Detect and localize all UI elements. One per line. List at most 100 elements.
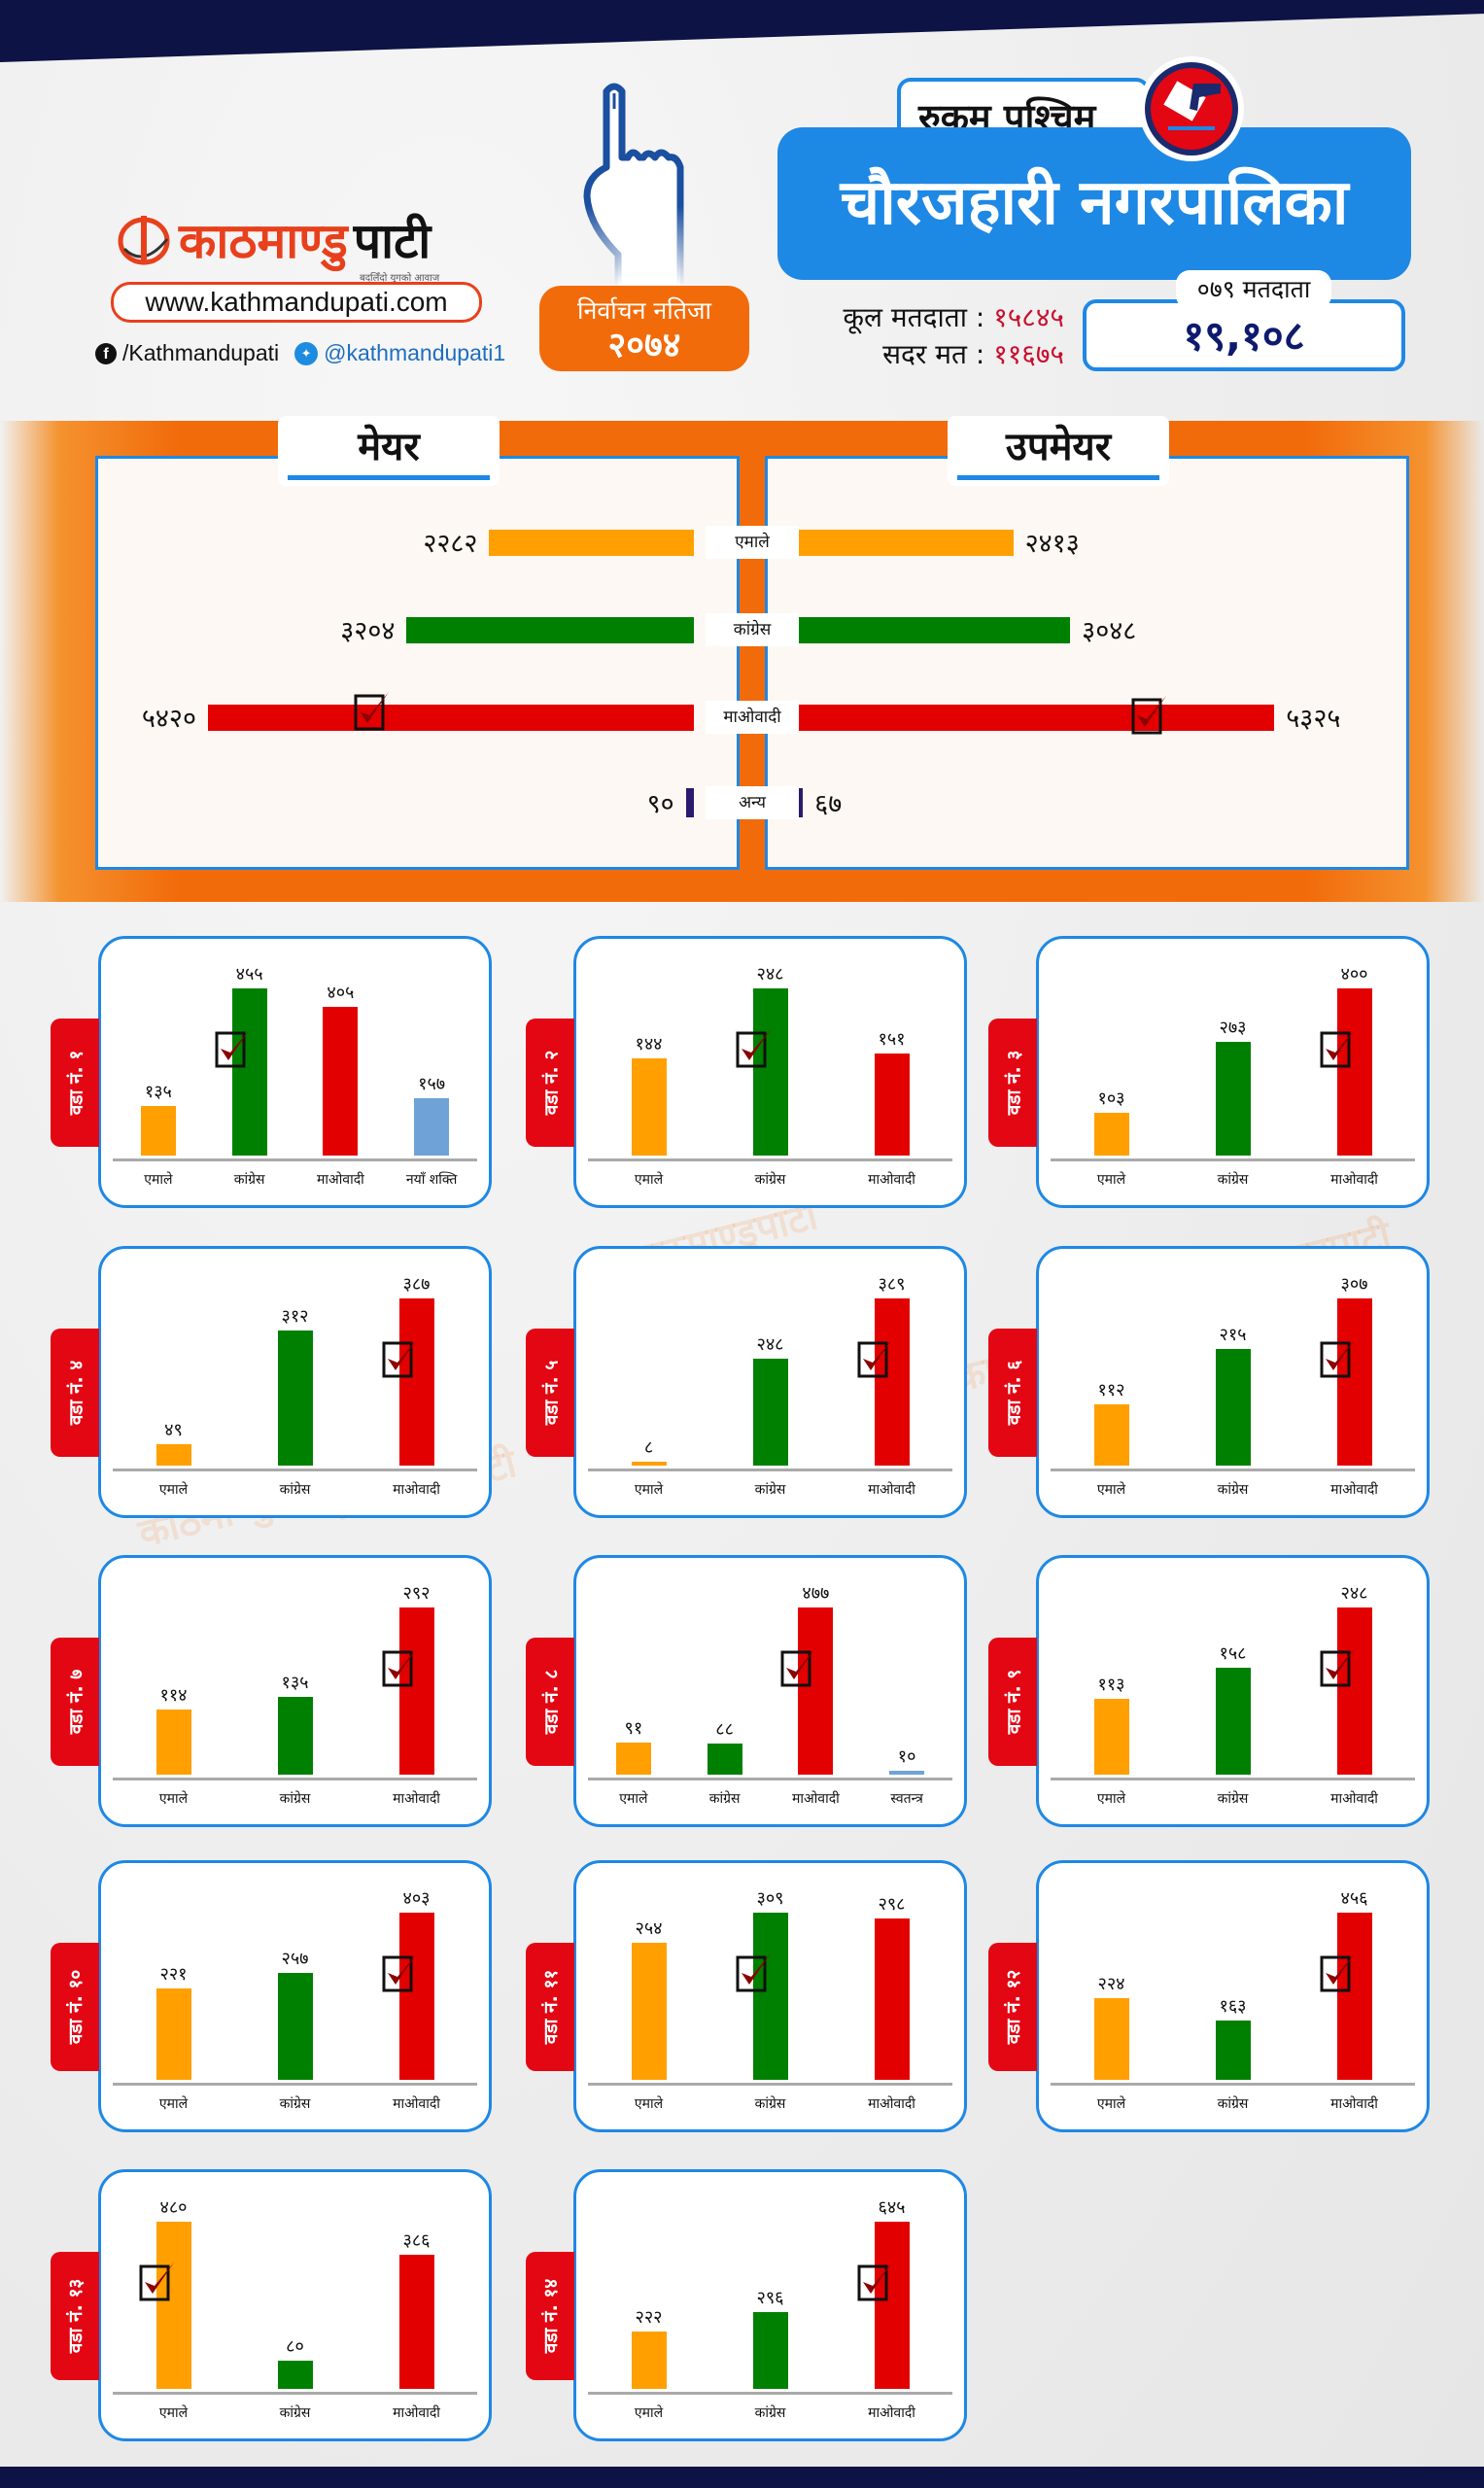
mayor-value-label: ९० [646, 789, 674, 819]
ward-party-label: एमाले [634, 1172, 664, 1188]
winner-check-icon [382, 1337, 421, 1378]
winner-check-icon [1320, 1952, 1359, 1992]
ward-bar [874, 1918, 910, 2080]
total-voters-label: कूल मतदाता : [843, 301, 985, 333]
ward-card: वडा नं. १४ २२२ एमाले २९६ कांग्रेस ६४५ माओवादी [526, 2169, 967, 2441]
ward-value-label: २१५ [1219, 1324, 1247, 1345]
ward-value-label: ४५६ [1340, 1888, 1368, 1909]
ward-party-label: एमाले [619, 1791, 648, 1807]
x-axis-line [113, 2392, 477, 2395]
ward-party-label: कांग्रेस [754, 1482, 786, 1498]
mayor-value-label: २२८२ [423, 529, 478, 559]
ward-value-label: १६३ [1219, 1995, 1247, 2017]
facebook-icon: f [95, 342, 117, 364]
winner-check-icon [1320, 1337, 1359, 1378]
logo-tagline: बदलिँदो युगको आवाज [360, 273, 440, 284]
ward-party-label: कांग्रेस [1217, 1172, 1249, 1188]
party-label: कांग्रेस [706, 613, 799, 646]
x-axis-line [1051, 1778, 1415, 1780]
total-voters-value: १५८४५ [993, 301, 1064, 333]
twitter-link[interactable]: @kathmandupati1 [324, 340, 506, 365]
ward-value-label: १५८ [1219, 1643, 1247, 1665]
ward-card: वडा नं. ९ ११३ एमाले १५८ कांग्रेस २४८ माओवादी [988, 1555, 1430, 1827]
x-axis-line [588, 1158, 952, 1161]
ward-party-label: कांग्रेस [233, 1172, 265, 1188]
party-label: एमाले [706, 526, 799, 559]
valid-votes-label: सदर मत : [882, 338, 985, 370]
ward-label: वडा नं. १४ [540, 2278, 562, 2354]
ward-party-label: एमाले [1096, 2096, 1126, 2112]
ward-party-label: नयाँ शक्ति [405, 1172, 458, 1188]
ward-value-label: २२१ [159, 1963, 188, 1985]
mayor-value-label: ५४२० [141, 704, 196, 734]
ward-value-label: २४८ [756, 1334, 784, 1356]
ward-value-label: २२२ [635, 2306, 663, 2328]
social-links: f /Kathmandupati ✦ @kathmandupati1 [95, 340, 505, 366]
ward-label-tab: वडा नं. १ [51, 1019, 99, 1147]
ward-value-label: २७३ [1219, 1017, 1247, 1038]
winner-check-icon [857, 1337, 896, 1378]
logo-text-black: पाटी [353, 213, 431, 269]
ward-bar [398, 1607, 434, 1775]
winner-check-icon [780, 1646, 819, 1687]
ward-bar [631, 2331, 667, 2389]
website-link[interactable]: www.kathmandupati.com [111, 282, 482, 323]
ward-party-label: माओवादी [393, 2096, 440, 2112]
ward-bar [277, 1330, 313, 1466]
voter-counts: कूल मतदाता : १५८४५ सदर मत : ११६७५ [773, 299, 1064, 373]
x-axis-line [1051, 1469, 1415, 1471]
facebook-link[interactable]: /Kathmandupati [122, 340, 280, 365]
ward-bar [874, 2222, 910, 2389]
ward-party-label: माओवादी [868, 2405, 915, 2421]
ward-bar [155, 2222, 191, 2389]
ward-value-label: ४७७ [802, 1583, 830, 1604]
winner-check-icon [736, 1027, 775, 1068]
deputy-value-label: ३०४८ [1082, 616, 1137, 646]
deputy-mayor-panel [765, 456, 1409, 870]
ward-party-label: माओवादी [1330, 1482, 1378, 1498]
ward-party-label: एमाले [1096, 1482, 1126, 1498]
ward-value-label: ११३ [1097, 1674, 1125, 1695]
ward-label-tab: वडा नं. २ [526, 1019, 574, 1147]
x-axis-line [113, 2083, 477, 2086]
ward-party-label: माओवादी [791, 1791, 840, 1807]
ward-bar [277, 2361, 313, 2389]
party-label: माओवादी [706, 701, 799, 734]
ward-value-label: ४०० [1340, 964, 1368, 985]
ward-party-label: एमाले [634, 2096, 664, 2112]
mayor-value-label: ३२०४ [340, 616, 396, 646]
ward-label: वडा नं. ११ [540, 1969, 562, 2045]
brand-logo: काठमाण्डु पाटी [115, 206, 431, 272]
ward-party-label: माओवादी [1330, 1172, 1378, 1188]
ward-value-label: ३८७ [402, 1274, 431, 1295]
municipality-name: चौरजहारी नगरपालिका [777, 127, 1411, 280]
ward-label: वडा नं. ४ [65, 1360, 86, 1426]
deputy-bar-1 [797, 616, 1071, 643]
ward-bar [752, 1359, 788, 1466]
ward-card: वडा नं. ८ ९१ एमाले ८८ कांग्रेस ४७७ माओवादी १० स्… [526, 1555, 967, 1827]
ward-value-label: १४४ [635, 1034, 663, 1055]
ward-value-label: ९१ [624, 1718, 643, 1740]
ward-bar [631, 1462, 667, 1466]
ward-bar [752, 2312, 788, 2389]
x-axis-line [588, 2392, 952, 2395]
ward-label: वडा नं. २ [540, 1050, 562, 1116]
ward-value-label: १० [897, 1746, 916, 1768]
ward-value-label: २५७ [281, 1949, 309, 1970]
winner-check-icon [736, 1952, 775, 1992]
ward-label: वडा नं. ५ [540, 1360, 562, 1426]
ward-value-label: ३१२ [281, 1306, 309, 1328]
winner-check-icon [382, 1646, 421, 1687]
ward-bar [1336, 1607, 1372, 1775]
party-label: अन्य [706, 786, 799, 819]
ward-party-label: कांग्रेस [1217, 1791, 1249, 1807]
ward-label-tab: वडा नं. १० [51, 1943, 99, 2071]
ward-label: वडा नं. १२ [1003, 1969, 1024, 2045]
ward-card: वडा नं. ३ १०३ एमाले २७३ कांग्रेस ४०० माओवादी [988, 936, 1430, 1208]
ward-bar [631, 1942, 667, 2080]
deputy-bar-3 [797, 788, 804, 817]
ward-value-label: २४८ [1340, 1583, 1368, 1604]
mayor-bar-1 [406, 616, 694, 643]
ward-value-label: ३०७ [1340, 1274, 1368, 1295]
ward-label-tab: वडा नं. ११ [526, 1943, 574, 2071]
